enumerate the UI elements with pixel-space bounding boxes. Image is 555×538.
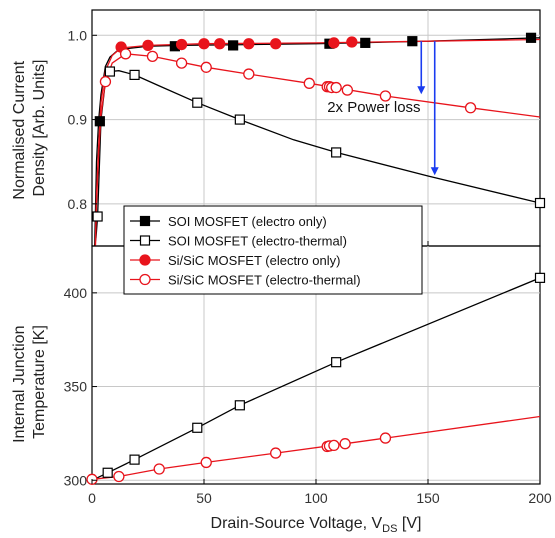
point-si-sic-mosfet-electro-thermal xyxy=(175,57,188,69)
bottom-ylabel-line2: Temperature [K] xyxy=(31,325,48,439)
annotation-arrow-head xyxy=(417,86,426,95)
top-markers xyxy=(92,32,546,222)
point-soi-mosfet-electro-only xyxy=(94,116,105,127)
point-soi-mosfet-electro-thermal xyxy=(331,357,342,368)
bottom-ylabel: Internal Junction Temperature [K] xyxy=(11,321,48,443)
point-si-sic-mosfet-electro-thermal xyxy=(379,432,392,444)
point-soi-mosfet-electro-only xyxy=(228,40,239,51)
point-soi-mosfet-electro-thermal xyxy=(534,272,546,283)
point-si-sic-mosfet-electro-thermal xyxy=(379,90,392,102)
point-soi-mosfet-electro-only xyxy=(525,32,537,43)
x-axis-title: Drain-Source Voltage, VDS [V] xyxy=(211,515,422,535)
point-si-sic-mosfet-electro-thermal xyxy=(119,48,132,60)
point-si-sic-mosfet-electro-only xyxy=(175,38,188,51)
x-tick-label: 50 xyxy=(196,490,212,506)
legend-marker-soi-mosfet-electro-only xyxy=(139,215,151,227)
point-si-sic-mosfet-electro-thermal xyxy=(339,438,351,450)
bottom-ylabel-line1: Internal Junction xyxy=(11,326,28,443)
top-ticks: 0.8 0.9 1.0 xyxy=(68,27,541,246)
y-tick-label: 0.8 xyxy=(68,196,88,212)
point-si-sic-mosfet-electro-only xyxy=(142,39,154,52)
point-si-sic-mosfet-electro-thermal xyxy=(200,456,212,469)
y-tick-label: 350 xyxy=(64,379,88,395)
top-panel: 0.8 0.9 1.0 2x Power loss Normalised Curre… xyxy=(11,9,546,247)
legend-marker-si-sic-mosfet-electro-only xyxy=(139,254,151,266)
point-si-sic-mosfet-electro-thermal xyxy=(341,84,354,96)
point-soi-mosfet-electro-thermal xyxy=(104,66,116,77)
point-soi-mosfet-electro-thermal xyxy=(92,211,103,222)
point-si-sic-mosfet-electro-thermal xyxy=(270,447,282,459)
series-line-si-sic-mosfet-electro-thermal xyxy=(94,53,540,246)
point-soi-mosfet-electro-only xyxy=(407,36,418,47)
point-si-sic-mosfet-electro-thermal xyxy=(153,463,165,475)
point-soi-mosfet-electro-only xyxy=(360,37,371,48)
x-axis-title-unit: [V] xyxy=(397,515,421,532)
point-soi-mosfet-electro-thermal xyxy=(192,422,203,433)
bottom-ticks: 300 350 400 0 50 100 150 200 xyxy=(64,285,552,506)
point-soi-mosfet-electro-thermal xyxy=(331,147,342,158)
y-tick-label: 300 xyxy=(64,472,88,488)
x-tick-label: 200 xyxy=(528,490,552,506)
power-loss-annotation: 2x Power loss xyxy=(327,99,420,116)
point-si-sic-mosfet-electro-only xyxy=(270,38,282,50)
top-ylabel-line2: Density [Arb. Units] xyxy=(31,60,48,197)
point-si-sic-mosfet-electro-thermal xyxy=(113,470,125,483)
legend: SOI MOSFET (electro only) SOI MOSFET (ele… xyxy=(123,205,423,295)
point-soi-mosfet-electro-thermal xyxy=(234,400,245,411)
point-si-sic-mosfet-electro-only xyxy=(243,38,255,50)
point-si-sic-mosfet-electro-thermal xyxy=(146,50,159,63)
top-ylabel-line1: Normalised Current xyxy=(11,60,28,199)
x-tick-label: 150 xyxy=(416,490,440,506)
point-soi-mosfet-electro-thermal xyxy=(102,467,113,478)
point-si-sic-mosfet-electro-only xyxy=(214,38,226,50)
x-axis-title-subscript: DS xyxy=(382,523,397,535)
point-si-sic-mosfet-electro-thermal xyxy=(243,68,255,80)
y-tick-label: 1.0 xyxy=(68,27,88,43)
y-tick-label: 0.9 xyxy=(68,112,88,128)
top-annotations: 2x Power loss xyxy=(327,41,439,176)
point-soi-mosfet-electro-thermal xyxy=(234,114,245,125)
bottom-markers xyxy=(86,272,546,485)
point-si-sic-mosfet-electro-thermal xyxy=(99,75,112,88)
legend-label: Si/SiC MOSFET (electro only) xyxy=(168,253,340,268)
legend-box xyxy=(123,205,423,295)
legend-label: SOI MOSFET (electro only) xyxy=(168,214,327,229)
y-tick-label: 400 xyxy=(64,285,88,301)
point-si-sic-mosfet-electro-thermal xyxy=(303,77,315,89)
point-si-sic-mosfet-electro-thermal xyxy=(328,439,340,452)
point-soi-mosfet-electro-thermal xyxy=(129,69,140,81)
point-si-sic-mosfet-electro-only xyxy=(198,38,210,50)
x-tick-label: 0 xyxy=(88,490,96,506)
point-soi-mosfet-electro-thermal xyxy=(534,197,546,209)
legend-items: SOI MOSFET (electro only) SOI MOSFET (ele… xyxy=(130,214,361,288)
top-ylabel: Normalised Current Density [Arb. Units] xyxy=(11,56,48,199)
point-soi-mosfet-electro-thermal xyxy=(192,97,203,108)
legend-label: SOI MOSFET (electro-thermal) xyxy=(168,234,347,249)
legend-marker-si-sic-mosfet-electro-thermal xyxy=(139,273,151,286)
x-tick-label: 100 xyxy=(304,490,328,506)
series-line-si-sic-mosfet-electro-thermal xyxy=(92,415,540,480)
legend-label: Si/SiC MOSFET (electro-thermal) xyxy=(168,273,361,288)
point-si-sic-mosfet-electro-thermal xyxy=(464,102,477,114)
point-si-sic-mosfet-electro-thermal xyxy=(330,81,342,94)
legend-marker-soi-mosfet-electro-thermal xyxy=(139,235,151,246)
annotation-arrow-head xyxy=(430,167,439,176)
point-si-sic-mosfet-electro-only xyxy=(346,36,358,48)
x-axis-title-main: Drain-Source Voltage, V xyxy=(211,515,383,532)
point-si-sic-mosfet-electro-thermal xyxy=(200,61,212,73)
point-soi-mosfet-electro-thermal xyxy=(129,454,140,465)
point-si-sic-mosfet-electro-only xyxy=(328,37,340,49)
